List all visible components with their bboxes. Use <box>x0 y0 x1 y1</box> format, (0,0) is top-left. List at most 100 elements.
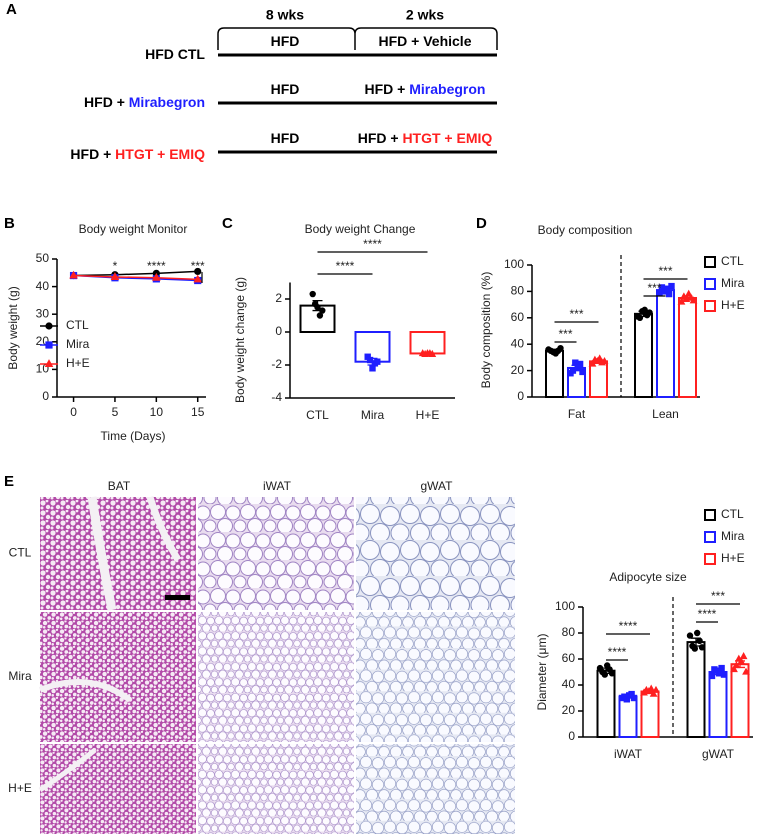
legend-marker <box>45 341 53 349</box>
error-bar <box>623 694 633 699</box>
micrograph <box>40 497 196 610</box>
series-line <box>73 270 198 277</box>
legend-label: Mira <box>66 337 90 351</box>
significance-label: *** <box>558 327 572 341</box>
error-bar <box>549 348 560 354</box>
y-tick-label: 2 <box>275 291 282 305</box>
column-label: gWAT <box>421 479 454 493</box>
label-part: HFD + <box>84 94 129 110</box>
legend-swatch <box>704 531 716 543</box>
group-label: HFD CTL <box>145 46 205 62</box>
bar <box>686 641 706 738</box>
significance-label: *** <box>647 281 661 295</box>
y-tick-label: 80 <box>511 284 525 298</box>
group-label: HFD + Vehicle <box>379 33 472 49</box>
bar <box>596 669 616 739</box>
group-label: HFD + Mirabegron <box>365 81 486 97</box>
error-bar <box>312 300 323 312</box>
data-point <box>739 652 748 660</box>
y-axis-label: Body composition (%) <box>479 272 493 389</box>
error-bar <box>638 310 649 318</box>
label-part: HFD + <box>365 81 410 97</box>
x-tick-label: Fat <box>568 407 586 421</box>
legend-label: H+E <box>66 356 90 370</box>
vessel <box>146 495 182 562</box>
panel-label: B <box>4 215 15 232</box>
legend-swatch <box>704 300 716 312</box>
y-axis-label: Body weight (g) <box>6 286 20 369</box>
group-label: HFD <box>271 130 300 146</box>
data-point <box>193 274 203 283</box>
y-tick-label: 50 <box>36 251 50 265</box>
error-bar <box>601 667 611 674</box>
micrograph <box>198 744 354 834</box>
group-label: HFD + Mirabegron <box>84 94 205 110</box>
column-label: BAT <box>108 479 131 493</box>
panel-label: E <box>4 473 14 490</box>
group-label: HFD <box>271 81 300 97</box>
y-axis-label: Diameter (μm) <box>535 634 549 711</box>
legend-label: CTL <box>721 507 744 521</box>
period-bracket <box>217 27 498 50</box>
label-part: HFD + Vehicle <box>379 33 472 49</box>
data-point <box>708 672 716 680</box>
chart-title: Body weight Change <box>305 222 416 236</box>
y-tick-label: 100 <box>555 599 575 613</box>
micrograph <box>356 612 515 742</box>
y-tick-label: 20 <box>511 363 525 377</box>
x-tick-label: gWAT <box>702 747 735 761</box>
x-axis-label: Time (Days) <box>101 429 166 443</box>
x-tick-label: Lean <box>652 407 679 421</box>
vessel <box>87 496 117 611</box>
data-point <box>316 312 324 319</box>
data-point <box>730 665 738 673</box>
y-tick-label: 0 <box>42 389 49 403</box>
data-point <box>374 358 381 365</box>
bar <box>354 331 391 363</box>
micrograph <box>356 744 515 834</box>
y-tick-label: 0 <box>275 324 282 338</box>
significance-label: **** <box>698 607 717 621</box>
label-part: Mirabegron <box>409 81 485 97</box>
legend-swatch <box>704 278 716 290</box>
data-point <box>668 282 675 290</box>
period-label: 2 wks <box>406 7 444 23</box>
label-part: HFD + <box>70 146 115 162</box>
y-tick-label: 30 <box>36 306 50 320</box>
significance-label: **** <box>363 237 382 251</box>
label-part: HFD CTL <box>145 46 205 62</box>
y-tick-label: 100 <box>504 257 524 271</box>
data-point <box>718 664 725 672</box>
y-tick-label: 40 <box>511 336 525 350</box>
error-bar <box>713 668 723 676</box>
legend-swatch <box>704 509 716 521</box>
label-part: Mirabegron <box>129 94 205 110</box>
data-point <box>557 344 564 352</box>
group-label: HFD + HTGT + EMIQ <box>70 146 205 162</box>
bar <box>618 695 638 739</box>
y-tick-label: 60 <box>562 651 576 665</box>
label-part: HTGT + EMIQ <box>402 130 492 146</box>
legend-swatch <box>704 553 716 565</box>
bar <box>545 349 564 398</box>
data-point <box>686 632 694 639</box>
error-bar <box>367 357 378 366</box>
chart-title: Body weight Monitor <box>79 222 188 236</box>
y-tick-label: 80 <box>562 625 576 639</box>
panel-label: D <box>476 215 487 232</box>
data-point <box>649 689 658 697</box>
chart-title: Body composition <box>538 223 633 237</box>
label-part: HFD + <box>358 130 403 146</box>
panel-label: C <box>222 215 233 232</box>
significance-label: **** <box>147 259 166 273</box>
data-point <box>309 290 316 298</box>
bar <box>634 312 653 398</box>
data-point <box>742 667 750 675</box>
label-part: HTGT + EMIQ <box>115 146 205 162</box>
error-bar <box>682 295 693 301</box>
group-label: HFD + HTGT + EMIQ <box>358 130 493 146</box>
row-label: Mira <box>8 669 32 683</box>
row-label: H+E <box>8 781 32 795</box>
error-bar <box>645 689 655 694</box>
